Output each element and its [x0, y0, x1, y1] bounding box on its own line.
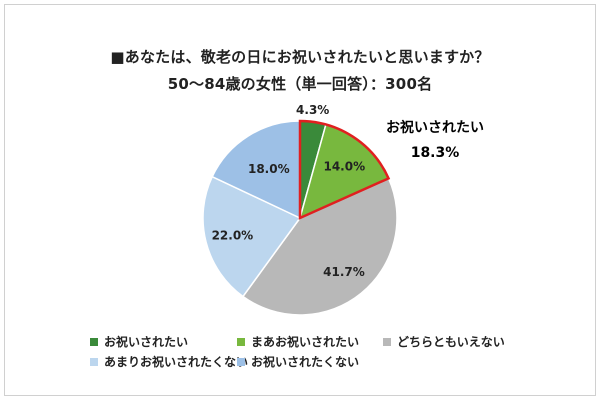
callout-label: お祝いされたい — [386, 119, 484, 136]
legend-label: お祝いされたい — [104, 335, 189, 349]
legend-item-5: お祝いされたくない — [237, 353, 359, 370]
legend-item-4: あまりお祝いされたくない — [90, 353, 248, 370]
legend-swatch — [90, 357, 98, 366]
data-label-5: 18.0% — [248, 162, 290, 176]
legend-swatch — [383, 337, 391, 346]
data-label-1: 4.3% — [296, 103, 329, 117]
data-label-4: 22.0% — [212, 228, 254, 242]
callout-value: 18.3% — [411, 145, 460, 161]
chart-title: ■あなたは、敬老の日にお祝いされたいと思いますか？ — [110, 48, 490, 66]
pie-slice-5 — [211, 120, 301, 220]
legend-swatch — [237, 337, 245, 346]
highlight-outline — [298, 119, 391, 220]
legend-label: まあお祝いされたい — [251, 335, 360, 349]
pie-slice-3 — [241, 177, 398, 316]
legend-label: お祝いされたくない — [251, 355, 360, 369]
legend-item-3: どちらともいえない — [383, 333, 505, 350]
legend-label: あまりお祝いされたくない — [104, 355, 249, 369]
chart-subtitle: 50～84歳の女性（単一回答）：300名 — [167, 75, 433, 93]
data-label-2: 14.0% — [323, 160, 365, 174]
legend-item-2: まあお祝いされたい — [237, 333, 359, 350]
legend-swatch — [90, 337, 98, 346]
legend-label: どちらともいえない — [397, 335, 505, 349]
data-label-3: 41.7% — [323, 265, 365, 279]
legend-swatch — [237, 357, 245, 366]
legend-item-1: お祝いされたい — [90, 333, 188, 350]
